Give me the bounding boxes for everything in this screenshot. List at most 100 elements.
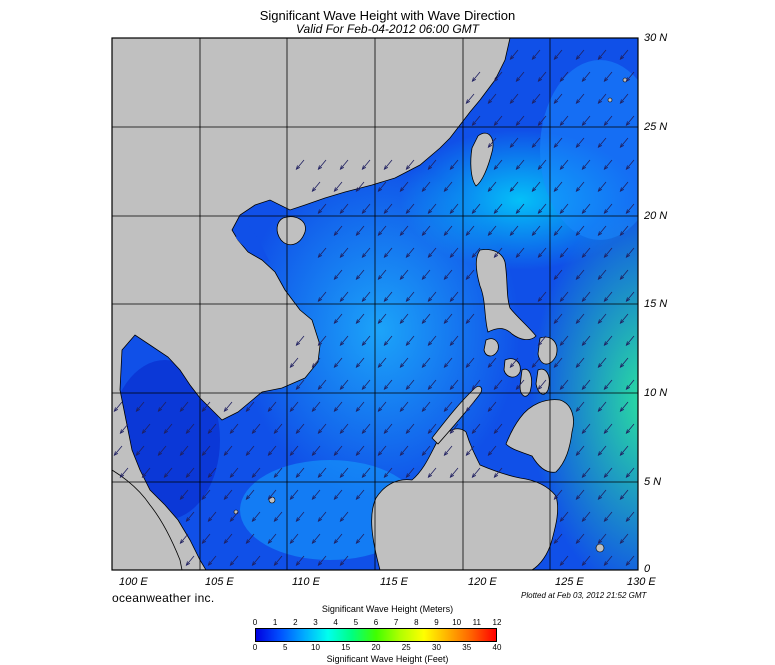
lat-label-25: 25 N [644,121,668,133]
wave-arrow [312,445,321,456]
wave-arrow [340,335,349,346]
wave-arrow-head [487,451,493,457]
wave-arrow-head [333,319,339,325]
wave-arrow [334,489,343,500]
wave-arrow [472,115,481,126]
wave-arrow-head [487,187,493,193]
wave-arrow-head [581,253,587,259]
lat-label-10: 10 N [644,387,668,399]
wave-arrow-head [427,473,433,479]
wave-arrow-head [179,451,185,457]
lon-label-105: 105 E [205,576,234,588]
wave-arrow-head [141,473,147,479]
wave-arrow [538,247,547,258]
wave-arrow [384,159,393,170]
meter-tick: 0 [252,618,258,627]
feet-tick: 0 [252,643,258,652]
wave-arrow-head [355,363,361,369]
wave-arrow [538,203,547,214]
wave-arrow-head [383,209,389,215]
wave-arrow [356,489,365,500]
wave-arrow-head [207,517,213,523]
wave-arrow [598,313,607,324]
wave-arrow-head [119,429,125,435]
wave-arrow [268,533,277,544]
wave-arrow-head [581,209,587,215]
wave-arrow [576,93,585,104]
wave-arrow [246,401,255,412]
wave-arrow-head [603,429,609,435]
wave-arrow-head [443,187,449,193]
wave-arrow [290,489,299,500]
wave-arrow [252,555,261,566]
wave-arrow [626,511,635,522]
wave-arrow-head [295,429,301,435]
wave-arrow-head [405,473,411,479]
wave-arrow-head [493,165,499,171]
wave-arrow-head [465,407,471,413]
wave-arrow [202,401,211,412]
wave-arrow-head [383,429,389,435]
wave-arrow [626,247,635,258]
wave-arrow-head [245,539,251,545]
wave-arrow-head [361,165,367,171]
wave-arrow [538,71,547,82]
wave-arrow [384,291,393,302]
wave-arrow-head [267,407,273,413]
wave-arrow [620,313,629,324]
wave-arrow-head [229,561,235,567]
wave-arrow-head [361,429,367,435]
wave-arrow-head [223,495,229,501]
wave-arrow-head [273,429,279,435]
wave-arrow-head [465,275,471,281]
wave-arrow-head [179,407,185,413]
wave-arrow-head [339,517,345,523]
wave-arrow-head [471,429,477,435]
colorbar-feet-title: Significant Wave Height (Feet) [326,654,449,664]
wave-arrow-head [493,473,499,479]
wave-arrow [428,423,437,434]
wave-arrow-head [619,539,625,545]
wave-arrow [340,423,349,434]
wave-arrow-head [449,385,455,391]
wave-arrow-head [537,253,543,259]
wave-arrow [604,379,613,390]
wave-arrow-head [383,385,389,391]
wave-arrow [488,181,497,192]
feet-tick: 20 [371,643,381,652]
wave-arrow [356,225,365,236]
wave-arrow [318,291,327,302]
wave-arrow [466,357,475,368]
wave-arrow [582,335,591,346]
wave-arrow [202,445,211,456]
wave-arrow [450,467,459,478]
wave-arrow [604,291,613,302]
wave-arrow-head [119,473,125,479]
wave-arrow [340,291,349,302]
wave-arrow [598,181,607,192]
wave-arrow [450,203,459,214]
wave-arrow [406,423,415,434]
wave-arrow [554,357,563,368]
wave-arrow [604,159,613,170]
wave-arrow [620,49,629,60]
lon-label-130: 130 E [627,576,656,588]
wave-arrow [246,445,255,456]
wave-arrow [378,225,387,236]
wave-arrow-head [333,539,339,545]
wave-arrow [444,401,453,412]
wave-arrow-head [597,407,603,413]
wave-arrow-head [597,495,603,501]
wave-arrow-head [597,187,603,193]
wave-arrow [494,203,503,214]
wave-arrow-head [273,517,279,523]
wave-arrow [290,533,299,544]
wave-arrow [296,555,305,566]
wave-arrow [312,533,321,544]
wave-arrow [626,159,635,170]
wave-arrow-head [333,231,339,237]
wave-arrow [246,489,255,500]
lon-label-125: 125 E [555,576,584,588]
wave-arrow-head [427,209,433,215]
wave-arrow [466,401,475,412]
